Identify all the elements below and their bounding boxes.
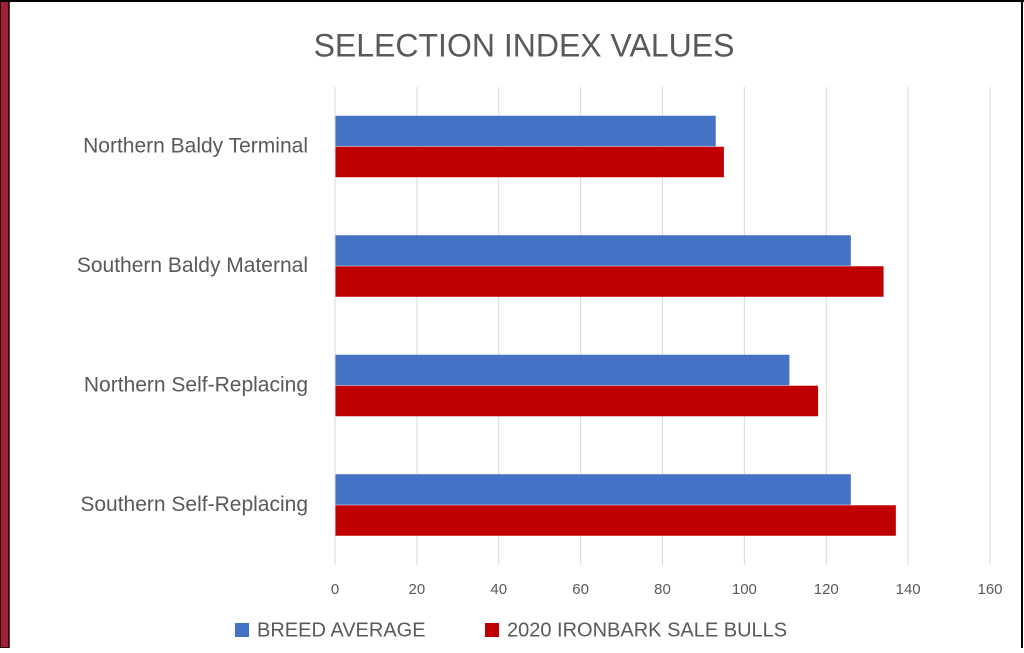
x-tick-label: 0 — [331, 581, 339, 598]
x-tick-label: 60 — [572, 581, 589, 598]
x-tick-label: 80 — [654, 581, 671, 598]
x-tick-label: 160 — [977, 581, 1002, 598]
y-tick-label: Southern Baldy Maternal — [77, 254, 308, 277]
legend-label: BREED AVERAGE — [257, 619, 426, 641]
x-tick-label: 140 — [896, 581, 921, 598]
x-tick-label: 40 — [490, 581, 507, 598]
legend-label: 2020 IRONBARK SALE BULLS — [507, 619, 787, 641]
bar — [335, 266, 884, 297]
x-tick-label: 120 — [814, 581, 839, 598]
bar — [335, 385, 819, 417]
bar — [335, 354, 790, 386]
y-tick-label: Southern Self-Replacing — [80, 493, 308, 516]
bar — [335, 146, 724, 178]
x-tick-label: 20 — [409, 581, 426, 598]
y-tick-label: Northern Baldy Terminal — [83, 134, 308, 157]
bar — [335, 474, 851, 505]
chart-title: SELECTION INDEX VALUES — [314, 27, 735, 63]
bar — [335, 115, 716, 147]
bar — [335, 505, 896, 536]
x-tick-label: 100 — [732, 581, 757, 598]
left-border — [0, 0, 10, 649]
legend-swatch — [485, 623, 499, 637]
legend-swatch — [235, 623, 249, 637]
y-tick-label: Northern Self-Replacing — [84, 373, 308, 396]
bar — [335, 235, 851, 266]
